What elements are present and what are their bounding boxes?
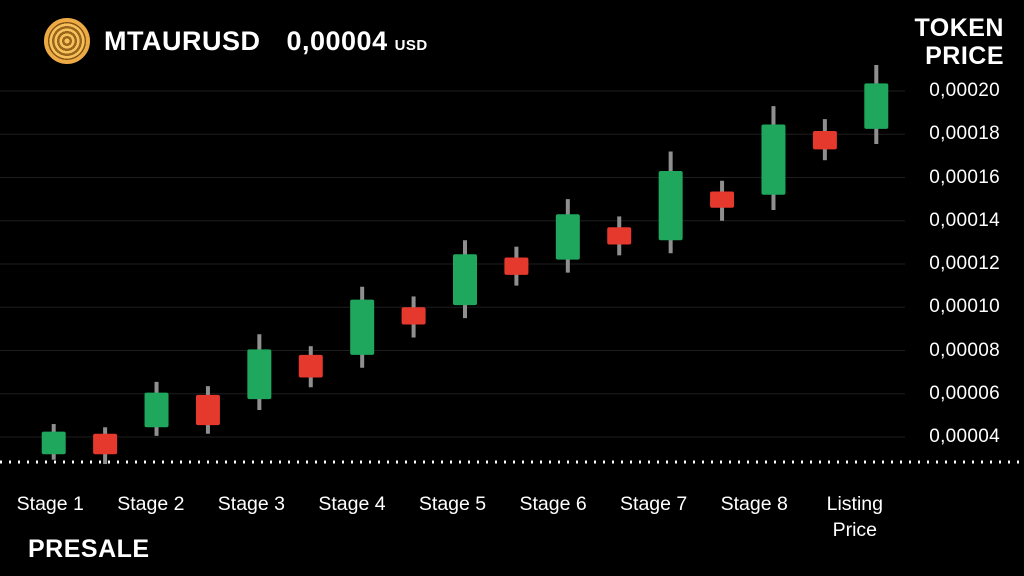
x-axis-stage-label: Stage 3 [217,493,286,515]
candle-body [658,171,683,241]
candle-body [607,227,632,245]
candle-body [710,191,735,208]
y-axis-tick-label: 0,00018 [929,123,1000,145]
y-axis-tick-label: 0,00004 [929,426,1000,447]
token-price-label: TOKEN PRICE [914,14,1004,70]
x-axis-stage-label: Stage 2 [117,493,185,515]
y-axis-tick-label: 0,00010 [929,296,1000,318]
x-axis-stage-label: Stage 5 [418,493,487,515]
x-axis: Stage 1 Stage 2 Stage 3 Stage 4 Stage 5 Stage… [0,491,905,543]
candle-body [761,124,786,195]
candle-body [864,83,889,129]
candle-body [812,131,837,150]
token-price-line1: TOKEN [914,14,1004,42]
candle-body [195,394,220,426]
ticker-symbol: MTAURUSD [104,25,261,56]
x-axis-stage-label: Stage 1 [16,493,84,515]
candle-body [453,254,477,306]
candle-body [350,299,375,355]
candle-body [555,214,580,260]
y-axis-tick-label: 0,00016 [929,166,1000,188]
y-axis-tick-label: 0,00012 [929,253,1000,274]
y-axis-tick-label: 0,00008 [929,339,1000,361]
x-axis-stage-label: Stage 6 [519,493,587,515]
x-axis-stage-label: Stage 7 [620,493,688,515]
ticker-header: MTAURUSD 0,00004 USD [44,18,428,64]
y-axis-tick-label: 0,00020 [929,80,1000,101]
y-axis-tick-label: 0,00014 [929,209,1000,231]
ticker-price: 0,00004 [286,25,388,56]
y-axis-tick-label: 0,00006 [929,382,1000,404]
x-axis-stage-label: Stage 8 [720,493,788,515]
candle-body [504,257,529,275]
candle-body [401,307,426,325]
candle-body [93,433,118,455]
candle-body [144,392,169,428]
candle-body [41,431,66,455]
ticker-currency: USD [394,36,428,54]
token-price-line2: PRICE [925,42,1004,70]
x-axis-stage-label: Listing Price [826,493,883,541]
candle-body [247,349,272,400]
candle-body [298,354,323,378]
ticker-header-text: MTAURUSD 0,00004 USD [104,26,428,57]
presale-label: PRESALE [28,535,150,563]
token-coin-icon [44,18,90,64]
x-axis-stage-label: Stage 4 [318,493,386,515]
